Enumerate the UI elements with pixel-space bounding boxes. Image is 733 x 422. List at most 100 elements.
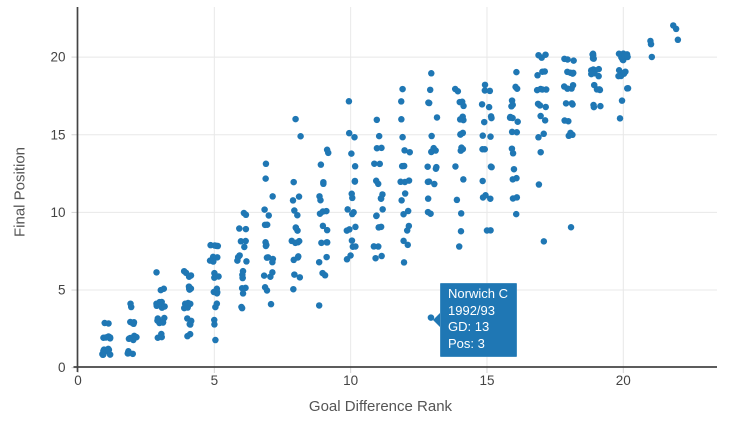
data-point[interactable] [187, 300, 194, 308]
data-point[interactable] [292, 115, 299, 123]
data-point[interactable] [430, 144, 437, 152]
data-point[interactable] [670, 22, 677, 29]
data-point[interactable] [211, 321, 218, 328]
data-point[interactable] [426, 86, 434, 94]
data-point[interactable] [403, 227, 411, 234]
data-point[interactable] [404, 241, 412, 249]
data-point[interactable] [376, 160, 384, 168]
data-point[interactable] [184, 332, 191, 340]
data-point[interactable] [567, 223, 575, 231]
data-point[interactable] [269, 269, 276, 276]
data-point[interactable] [615, 67, 623, 74]
data-point[interactable] [458, 144, 465, 151]
data-point[interactable] [267, 300, 275, 308]
data-point[interactable] [397, 98, 405, 105]
data-point[interactable] [424, 178, 432, 186]
data-point[interactable] [534, 72, 541, 79]
data-point[interactable] [542, 103, 549, 111]
data-point[interactable] [428, 70, 435, 77]
data-point[interactable] [323, 226, 331, 234]
data-point[interactable] [481, 81, 489, 89]
data-point[interactable] [513, 68, 520, 76]
data-point[interactable] [480, 118, 488, 126]
data-point[interactable] [453, 196, 461, 204]
data-point[interactable] [239, 274, 246, 282]
data-point[interactable] [433, 114, 441, 121]
data-point[interactable] [618, 97, 626, 104]
data-point[interactable] [590, 103, 598, 111]
data-point[interactable] [105, 346, 113, 354]
data-point[interactable] [595, 65, 603, 73]
data-point[interactable] [262, 175, 269, 182]
data-point[interactable] [343, 227, 351, 234]
data-point[interactable] [539, 86, 546, 93]
data-point[interactable] [562, 100, 570, 107]
data-point[interactable] [400, 237, 407, 245]
data-point[interactable] [589, 51, 596, 58]
data-point[interactable] [537, 148, 544, 156]
data-point[interactable] [351, 178, 359, 185]
data-point[interactable] [127, 300, 134, 307]
data-point[interactable] [593, 86, 601, 93]
data-point[interactable] [456, 116, 464, 123]
data-point[interactable] [561, 55, 568, 63]
highlighted-data-point[interactable] [427, 314, 435, 321]
data-point[interactable] [399, 133, 406, 141]
data-point[interactable] [512, 210, 520, 218]
data-point[interactable] [242, 284, 249, 292]
data-point[interactable] [156, 298, 163, 306]
data-point[interactable] [105, 320, 112, 327]
data-point[interactable] [291, 207, 298, 214]
data-point[interactable] [158, 333, 165, 341]
data-point[interactable] [261, 206, 268, 213]
data-point[interactable] [242, 211, 250, 219]
data-point[interactable] [241, 243, 248, 251]
data-point[interactable] [561, 117, 568, 124]
data-point[interactable] [560, 83, 568, 90]
data-point[interactable] [239, 290, 247, 297]
data-point[interactable] [378, 144, 385, 152]
data-point[interactable] [488, 114, 495, 122]
data-point[interactable] [159, 319, 167, 326]
data-point[interactable] [262, 242, 270, 250]
data-point[interactable] [320, 180, 327, 188]
data-point[interactable] [295, 253, 302, 260]
data-point[interactable] [400, 210, 407, 218]
data-point[interactable] [647, 40, 655, 48]
data-point[interactable] [648, 53, 656, 61]
data-point[interactable] [479, 146, 486, 153]
data-point[interactable] [289, 197, 297, 204]
data-point[interactable] [351, 133, 358, 141]
data-point[interactable] [570, 69, 577, 77]
data-point[interactable] [542, 51, 549, 58]
data-point[interactable] [237, 238, 245, 245]
data-point[interactable] [616, 115, 624, 122]
data-point[interactable] [457, 228, 465, 235]
data-point[interactable] [588, 70, 595, 78]
data-point[interactable] [488, 163, 495, 171]
data-point[interactable] [212, 336, 219, 344]
data-point[interactable] [425, 99, 432, 106]
data-point[interactable] [400, 162, 408, 170]
data-point[interactable] [379, 206, 386, 213]
data-point[interactable] [127, 318, 134, 326]
data-point[interactable] [377, 223, 385, 231]
data-point[interactable] [487, 133, 494, 140]
data-point[interactable] [319, 269, 326, 277]
data-point[interactable] [481, 87, 489, 94]
data-point[interactable] [378, 252, 385, 260]
data-point[interactable] [261, 221, 269, 229]
data-point[interactable] [351, 163, 359, 170]
data-point[interactable] [317, 196, 324, 204]
data-point[interactable] [157, 286, 165, 294]
data-point[interactable] [343, 256, 351, 263]
data-point[interactable] [372, 254, 379, 262]
data-point[interactable] [374, 180, 382, 188]
data-point[interactable] [352, 223, 359, 231]
data-point[interactable] [541, 68, 549, 75]
data-point[interactable] [102, 334, 110, 341]
data-point[interactable] [319, 208, 327, 215]
data-point[interactable] [161, 303, 168, 310]
data-point[interactable] [454, 87, 462, 95]
data-point[interactable] [319, 222, 327, 230]
